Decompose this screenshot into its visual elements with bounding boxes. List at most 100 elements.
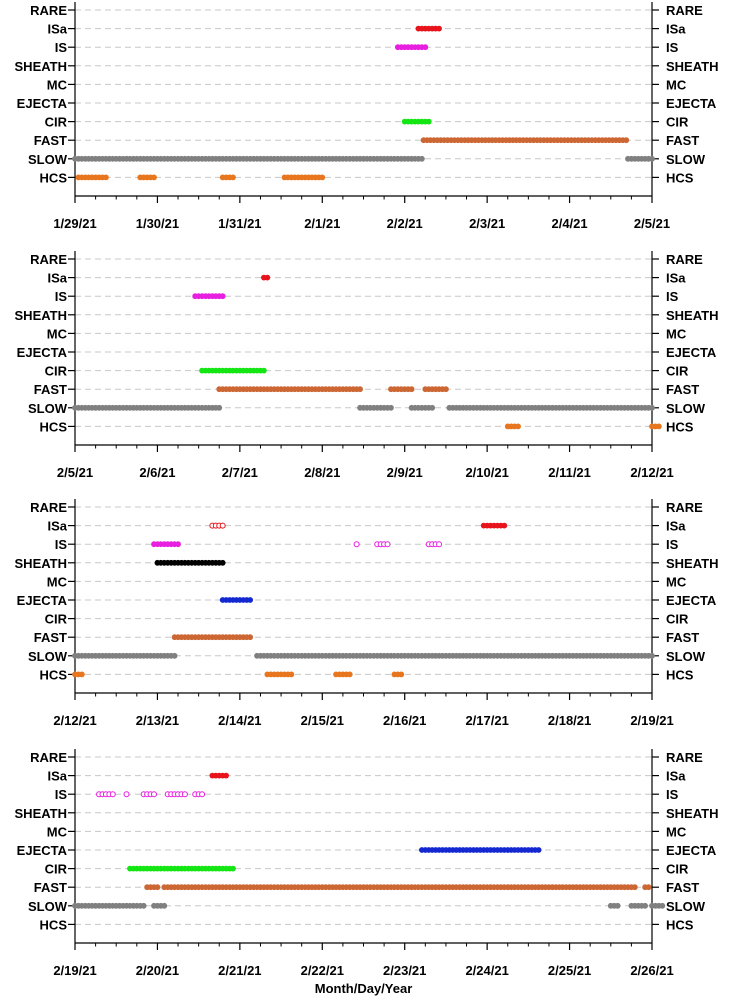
data-point-fast [408,386,415,393]
category-label-right: EJECTA [666,96,717,111]
category-label-right: HCS [666,419,694,434]
x-tick-label: 2/15/21 [301,713,344,728]
x-tick-label: 2/4/21 [551,216,587,231]
category-label-left: SLOW [28,401,68,416]
data-point-slow [649,652,655,659]
chart-panel-1: RARE RARE ISa ISa IS IS SHEATH SHEATH MC MC EJECTA… [15,2,718,231]
chart-panel-2: RARE RARE ISa ISa IS IS SHEATH SHEATH MC MC EJECTA… [15,251,718,480]
category-label-right: SLOW [666,401,706,416]
x-tick-label: 2/13/21 [136,713,179,728]
category-label-left: HCS [40,917,68,932]
category-label-right: ISa [666,22,686,37]
x-tick-label: 2/9/21 [387,465,423,480]
data-point-is [181,791,188,798]
data-point-ejecta [535,847,542,853]
x-tick-label: 1/29/21 [53,216,96,231]
category-label-right: EJECTA [666,345,717,360]
x-tick-label: 2/26/21 [630,963,673,978]
category-label-right: ISa [666,271,686,286]
x-tick-label: 2/3/21 [469,216,505,231]
x-tick-label: 2/5/21 [57,465,93,480]
category-label-left: SHEATH [15,308,67,323]
category-label-right: CIR [666,862,689,877]
category-label-left: SHEATH [15,556,67,571]
x-tick-label: 2/23/21 [383,963,426,978]
category-label-left: RARE [30,750,67,765]
data-point-hcs [288,671,295,678]
category-label-left: HCS [40,170,68,185]
data-point-fast [645,884,652,891]
category-label-right: SHEATH [666,308,718,323]
category-label-left: RARE [30,3,67,18]
data-point-slow [649,155,655,162]
category-label-right: ISa [666,769,686,784]
category-label-left: IS [55,40,68,55]
x-tick-label: 2/7/21 [222,465,258,480]
x-tick-label: 2/18/21 [548,713,591,728]
data-point-hcs [655,423,662,430]
data-point-is [175,541,181,548]
category-label-left: FAST [34,382,67,397]
category-label-right: EJECTA [666,593,717,608]
data-point-hcs [151,174,157,181]
category-label-left: EJECTA [17,96,68,111]
category-label-left: RARE [30,500,67,515]
category-label-left: RARE [30,252,67,267]
category-label-left: FAST [34,630,67,645]
data-point-isa [219,522,226,529]
chart-panel-3: RARE RARE ISa ISa IS IS SHEATH SHEATH MC MC EJECTA… [15,499,718,728]
data-point-slow [642,902,649,909]
category-label-left: CIR [45,364,68,379]
data-point-sheath [219,559,226,566]
category-label-right: IS [666,289,679,304]
category-label-left: FAST [34,133,67,148]
data-point-is [384,541,391,548]
category-label-left: SHEATH [15,806,67,821]
data-point-isa [223,772,230,779]
data-point-cir [230,865,236,872]
x-tick-label: 1/30/21 [136,216,179,231]
data-point-fast [154,884,161,891]
data-point-slow [216,404,223,411]
category-label-left: ISa [47,271,67,286]
category-label-left: MC [47,574,68,589]
category-label-left: ISa [47,519,67,534]
category-label-left: HCS [40,667,68,682]
category-label-right: CIR [666,612,689,627]
category-label-right: MC [666,326,687,341]
x-tick-label: 2/2/21 [387,216,423,231]
category-label-right: MC [666,824,687,839]
x-tick-label: 2/21/21 [218,963,261,978]
data-point-isa [501,522,508,529]
category-label-left: EJECTA [17,345,68,360]
category-label-right: FAST [666,382,699,397]
category-label-right: SLOW [666,649,706,664]
category-label-left: SHEATH [15,59,67,74]
data-point-is [123,791,130,798]
x-tick-label: 2/5/21 [634,216,670,231]
data-point-cir [425,118,432,125]
data-point-is [109,791,116,798]
category-label-left: CIR [45,115,68,130]
category-label-right: RARE [666,750,703,765]
category-label-left: CIR [45,862,68,877]
x-tick-label: 2/19/21 [630,713,673,728]
category-label-right: IS [666,787,679,802]
x-tick-label: 2/25/21 [548,963,591,978]
category-label-right: FAST [666,133,699,148]
x-tick-label: 2/6/21 [139,465,175,480]
data-point-hcs [515,423,521,430]
data-point-fast [623,137,630,144]
category-label-left: FAST [34,880,67,895]
data-point-isa [264,274,271,281]
data-point-slow [614,902,621,909]
data-point-is [219,293,226,300]
category-label-right: RARE [666,252,703,267]
x-tick-label: 2/8/21 [304,465,340,480]
x-tick-label: 2/11/21 [548,465,591,480]
data-point-slow [388,404,394,411]
data-point-slow [418,155,425,162]
category-label-right: SHEATH [666,59,718,74]
data-point-fast [443,386,449,393]
